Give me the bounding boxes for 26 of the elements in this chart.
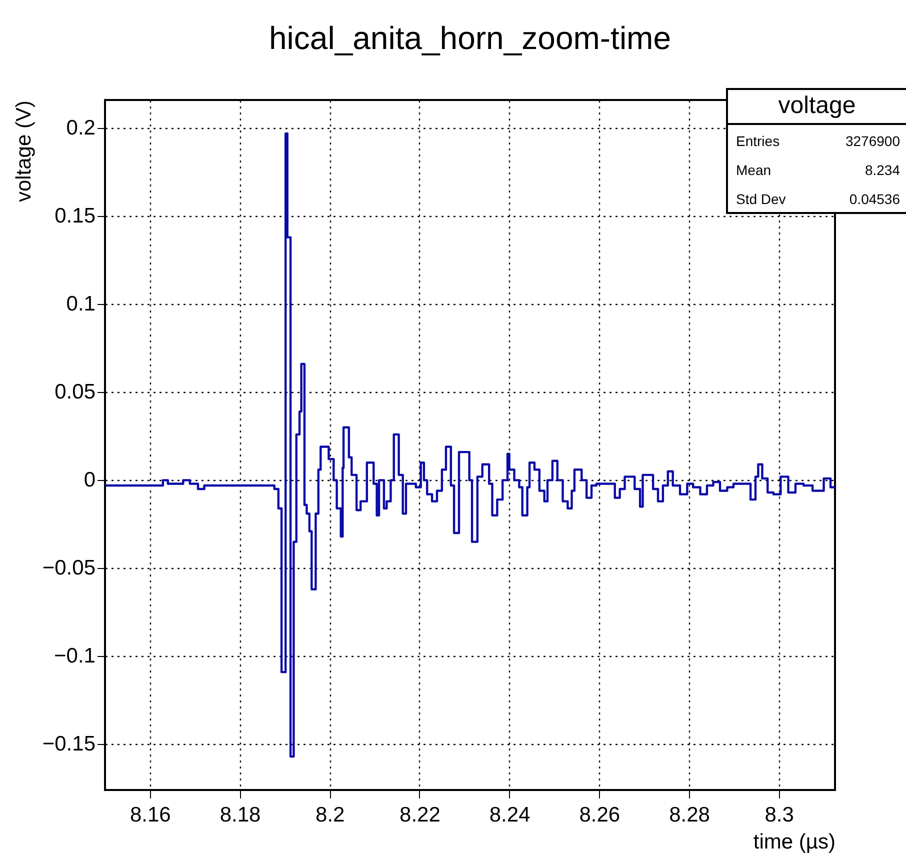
y-axis-title: voltage (V) [12, 100, 36, 202]
annotation: Entries [736, 133, 780, 149]
y-tick-label: 0.2 [66, 116, 96, 140]
x-tick-label: 8.3 [764, 804, 794, 826]
annotation: voltage [728, 90, 906, 125]
x-axis-title: time (µs) [753, 830, 836, 853]
y-tick-label: −0.05 [42, 556, 96, 580]
y-tick-label: 0 [84, 468, 96, 492]
text: 8.234 [864, 162, 900, 178]
x-tick-label: 8.16 [130, 804, 171, 826]
x-tick-label: 8.18 [220, 804, 261, 826]
y-tick-label: −0.1 [54, 644, 96, 668]
x-tick-label: 8.24 [489, 804, 531, 826]
x-tick-label: 8.26 [579, 804, 620, 826]
text: 0.04536 [849, 191, 900, 207]
chart-title: hical_anita_horn_zoom-time [269, 20, 671, 56]
annotation: Std Dev [736, 191, 786, 207]
annotation: Mean [736, 162, 772, 178]
y-tick-label: −0.15 [42, 732, 96, 756]
y-tick-label: 0.05 [54, 380, 96, 404]
x-tick-label: 8.22 [400, 804, 440, 826]
text: 3276900 [845, 133, 900, 149]
y-tick-label: 0.1 [66, 292, 96, 316]
x-tick-label: 8.28 [669, 804, 710, 826]
x-tick-label: 8.2 [316, 804, 345, 826]
y-tick-label: 0.15 [54, 204, 96, 228]
